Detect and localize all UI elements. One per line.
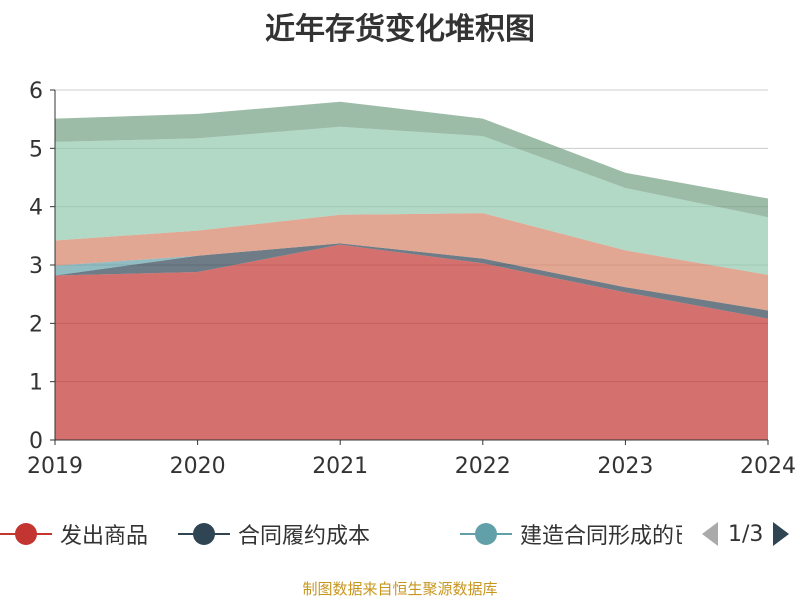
data-source-note: 制图数据来自恒生聚源数据库 (302, 580, 498, 598)
area-series-3 (55, 213, 768, 311)
legend-pager: 1/3 (700, 514, 791, 554)
legend-label-1: 合同履约成本 (238, 524, 371, 549)
legend: 发出商品 合同履约成本 建造合同形成的已完工未结算资产 (0, 514, 800, 554)
legend-item-0[interactable]: 发出商品 (0, 514, 148, 554)
x-tick-label-4: 2023 (597, 454, 653, 479)
area-series-5 (55, 101, 768, 218)
x-tick-label-5: 2024 (740, 454, 796, 479)
legend-item-2[interactable]: 建造合同形成的已完工未结算资产 (460, 514, 682, 554)
x-tick-label-1: 2020 (170, 454, 226, 479)
legend-next-page-icon[interactable] (771, 520, 791, 548)
legend-label-2: 建造合同形成的已完工未结算资产 (520, 524, 682, 549)
y-tick-label-6: 6 (29, 79, 43, 104)
x-tick-label-0: 2019 (27, 454, 83, 479)
legend-prev-page-icon[interactable] (700, 520, 720, 548)
y-tick-label-0: 0 (29, 429, 43, 454)
area-series-0 (55, 244, 768, 440)
area-series-4 (55, 126, 768, 275)
area-series-1 (55, 243, 768, 319)
y-tick-label-1: 1 (29, 371, 43, 396)
x-tick-label-3: 2022 (455, 454, 511, 479)
legend-marker-2 (460, 523, 512, 545)
legend-marker-1 (178, 523, 230, 545)
x-tick-label-2: 2021 (312, 454, 368, 479)
legend-item-1[interactable]: 合同履约成本 (178, 514, 370, 554)
y-tick-label-4: 4 (29, 196, 43, 221)
legend-page-indicator: 1/3 (728, 521, 764, 547)
y-tick-label-5: 5 (29, 137, 43, 162)
y-tick-label-2: 2 (29, 312, 43, 337)
chart-title: 近年存货变化堆积图 (265, 12, 535, 47)
legend-label-0: 发出商品 (60, 524, 149, 549)
stacked-area-chart: 0 1 2 3 4 5 6 2019 2020 2021 2022 2023 2024 (27, 79, 796, 479)
y-tick-label-3: 3 (29, 254, 43, 279)
legend-marker-0 (0, 523, 52, 545)
